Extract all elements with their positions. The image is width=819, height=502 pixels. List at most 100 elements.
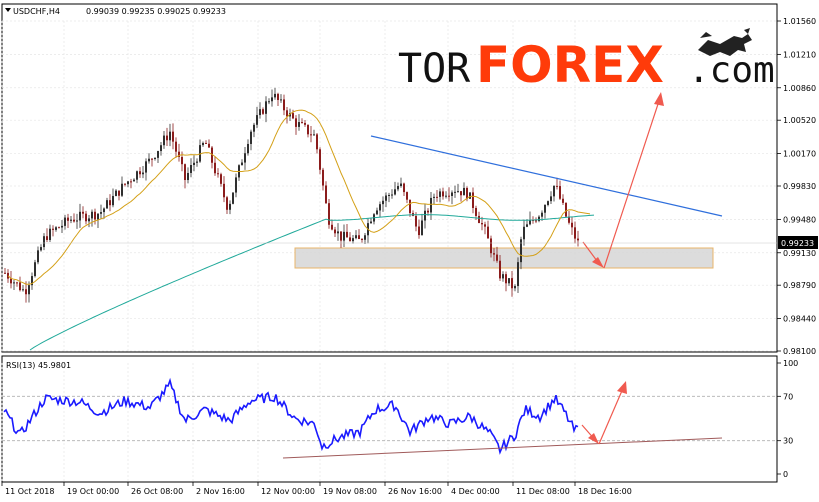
- candle-body: [145, 161, 147, 173]
- candle-body: [175, 141, 177, 152]
- candle-body: [451, 192, 453, 196]
- candle-body: [235, 177, 237, 193]
- candle-body: [403, 183, 405, 193]
- candle-body: [400, 183, 402, 187]
- candle-body: [307, 124, 309, 135]
- candle-body: [487, 226, 489, 239]
- price-tick-label: 1.00860: [783, 84, 816, 93]
- candle-body: [562, 198, 564, 203]
- candle-body: [169, 131, 171, 141]
- candle-body: [73, 219, 75, 222]
- candle-body: [523, 226, 525, 240]
- candle-body: [445, 195, 447, 197]
- candle-body: [244, 153, 246, 163]
- candle-body: [295, 118, 297, 127]
- candle-body: [241, 162, 243, 166]
- candle-body: [376, 210, 378, 215]
- candle-body: [364, 235, 366, 240]
- ma-slow-line: [29, 214, 595, 351]
- candle-body: [4, 272, 6, 274]
- price-forecast-up-arrow: [603, 97, 661, 269]
- candle-body: [325, 185, 327, 204]
- candle-body: [565, 202, 567, 217]
- candle-body: [379, 204, 381, 211]
- candle-body: [460, 191, 462, 196]
- candle-body: [49, 228, 51, 240]
- candle-body: [55, 227, 57, 230]
- candle-body: [418, 226, 420, 236]
- candle-body: [97, 213, 99, 220]
- candle-body: [91, 211, 93, 219]
- candle-body: [58, 227, 60, 229]
- candle-body: [199, 145, 201, 162]
- candle-body: [220, 174, 222, 184]
- candle-body: [433, 196, 435, 198]
- candle-body: [343, 231, 345, 241]
- candle-body: [385, 195, 387, 201]
- dropdown-triangle-icon[interactable]: [5, 8, 11, 12]
- candle-body: [142, 172, 144, 175]
- candle-body: [286, 110, 288, 117]
- price-tick-label: 0.98440: [783, 315, 816, 324]
- current-price-label: 0.99233: [781, 239, 814, 248]
- candle-body: [19, 282, 21, 291]
- candle-body: [190, 165, 192, 173]
- candle-body: [94, 211, 96, 220]
- price-forecast-down-arrowhead: [592, 257, 604, 268]
- candle-body: [178, 151, 180, 157]
- support-zone: [294, 247, 714, 269]
- candle-body: [391, 194, 393, 196]
- candle-body: [478, 215, 480, 223]
- price-tick-label: 1.00520: [783, 116, 816, 125]
- candle-body: [187, 172, 189, 181]
- candle-body: [571, 222, 573, 228]
- candle-body: [292, 113, 294, 119]
- candle-body: [340, 231, 342, 241]
- candle-body: [505, 274, 507, 284]
- rsi-tick-label: 70: [783, 392, 793, 401]
- candle-body: [25, 289, 27, 295]
- candle-body: [250, 131, 252, 144]
- candle-body: [82, 211, 84, 214]
- candle-body: [394, 189, 396, 195]
- candle-body: [283, 99, 285, 111]
- rsi-tick-label: 0: [783, 470, 788, 479]
- candle-body: [298, 122, 300, 127]
- candle-body: [358, 235, 360, 240]
- candle-body: [577, 238, 579, 241]
- time-tick-label: 12 Nov 00:00: [261, 487, 315, 496]
- candle-body: [166, 135, 168, 141]
- price-axis: 1.01560 1.01210 1.00860 1.00520 1.00170 0.998…: [777, 17, 816, 356]
- candle-body: [265, 101, 267, 114]
- time-tick-label: 19 Nov 08:00: [323, 487, 377, 496]
- candle-body: [196, 161, 198, 163]
- candle-body: [493, 253, 495, 255]
- candle-body: [40, 247, 42, 251]
- candle-body: [256, 115, 258, 125]
- candle-body: [157, 151, 159, 158]
- candle-body: [34, 262, 36, 277]
- candle-body: [310, 134, 312, 136]
- candle-body: [553, 185, 555, 197]
- candle-body: [361, 239, 363, 241]
- rsi-panel-frame: [1, 355, 778, 483]
- candle-body: [538, 216, 540, 221]
- candle-body: [304, 122, 306, 125]
- candles: [4, 87, 579, 303]
- candle-body: [517, 262, 519, 287]
- rsi-tick-label: 100: [783, 359, 798, 368]
- candle-body: [427, 210, 429, 213]
- candle-body: [481, 222, 483, 225]
- candle-body: [277, 93, 279, 100]
- rsi-forecast-arrows: [581, 381, 627, 445]
- candle-body: [70, 219, 72, 221]
- candle-body: [100, 212, 102, 214]
- candle-body: [529, 220, 531, 225]
- candle-body: [475, 207, 477, 216]
- candle-body: [313, 134, 315, 136]
- time-tick-label: 19 Oct 00:00: [67, 487, 119, 496]
- candle-body: [22, 289, 24, 291]
- candle-body: [520, 239, 522, 263]
- candle-body: [247, 143, 249, 154]
- candle-body: [262, 109, 264, 114]
